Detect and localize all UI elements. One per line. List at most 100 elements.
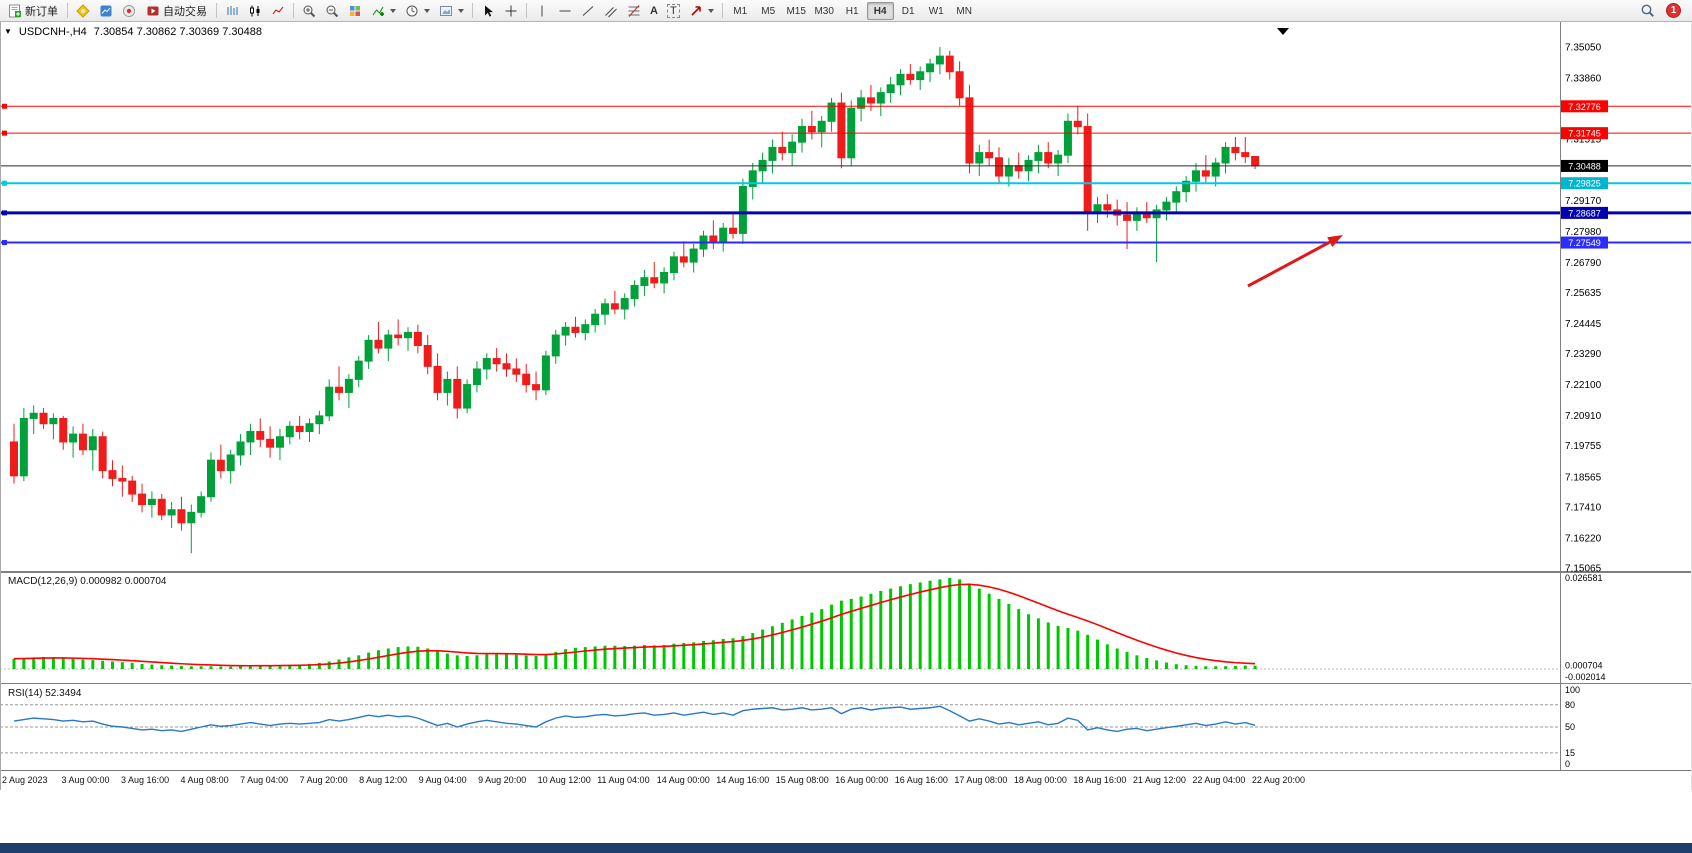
autotrading-button[interactable]: 自动交易 [141,1,212,20]
candle-body [59,417,68,443]
timeframe-w1[interactable]: W1 [928,5,944,17]
timeframe-mn[interactable]: MN [956,5,972,17]
timeframe-h1[interactable]: H1 [845,5,859,17]
price-tick-label: 7.35050 [1565,43,1602,54]
community-button[interactable] [118,1,140,20]
candle-body [167,509,176,516]
channel-button[interactable] [600,1,622,20]
crosshair-button[interactable] [500,1,522,20]
macd-panel-canvas[interactable]: 0.026581 0.000704-0.002014 [0,572,1692,684]
search-button[interactable] [1636,1,1659,20]
cursor-icon [485,5,493,17]
candle-body [1192,170,1200,182]
time-axis[interactable]: 2 Aug 2023 3 Aug 00:00 3 Aug 16:00 4 Aug 08… [0,770,1692,790]
chart-symbol-period: USDCNH-,H4 [18,26,87,38]
candle-body [1211,162,1220,177]
candle-body [778,146,787,154]
candle-body [551,334,560,357]
candle-body [1073,120,1082,128]
candle-body [788,141,797,154]
time-axis-label: 3 Aug 00:00 [61,775,110,785]
chevron-down-icon [458,8,464,13]
candle-body [256,431,265,440]
price-chart-canvas[interactable]: 7.35050 7.33860 7.31515 7.29170 7.27980 7.267… [0,22,1692,572]
candle-body [522,373,531,386]
candle-body [719,227,728,242]
candle-body [541,355,550,391]
price-tick-label: 7.19755 [1565,441,1602,452]
timeframe-m30[interactable]: M30 [814,5,834,17]
candle-body [98,436,107,472]
templates-button[interactable] [435,1,468,20]
trendline-button[interactable] [577,1,599,20]
candle-body [295,425,304,433]
rsi-line [13,705,1256,733]
candle-body [748,170,757,187]
market-watch-button[interactable] [95,1,117,20]
candle-body [571,326,580,333]
time-axis-label: 21 Aug 12:00 [1132,775,1186,785]
timeframe-d1[interactable]: D1 [901,5,915,17]
price-badge-label: 7.29825 [1568,179,1601,189]
candle-body [49,417,58,425]
candle-body [10,441,18,477]
label-tool-button[interactable]: T [663,1,684,20]
candle-body [482,358,491,370]
candle-body [285,425,294,438]
macd-scale-label: -0.002014 [1565,672,1606,682]
toolbar-separator [526,3,527,18]
timeframe-h4[interactable]: H4 [866,1,894,20]
time-axis-label: 22 Aug 04:00 [1192,775,1246,785]
candle-body [1182,180,1191,193]
indicators-icon [372,6,384,16]
metaeditor-icon [76,3,90,18]
fibonacci-button[interactable] [623,1,645,20]
arrow-tool-icon [691,5,701,16]
timeframe-m5[interactable]: M5 [761,5,776,17]
cursor-button[interactable] [477,1,499,20]
price-tick-label: 7.24445 [1565,319,1602,330]
text-tool-button[interactable]: A [646,1,662,20]
candle-body [463,384,472,409]
price-badge-label: 7.30488 [1568,161,1601,171]
time-axis-label: 18 Aug 16:00 [1073,775,1127,785]
candlestick-chart-button[interactable] [244,1,266,20]
candle-body [138,493,147,506]
vertical-line-button[interactable] [531,1,553,20]
candle-body [1034,152,1043,161]
candle-body [315,415,324,425]
horizontal-line-button[interactable] [554,1,576,20]
candle-body [1054,154,1063,164]
time-axis-label: 10 Aug 12:00 [537,775,591,785]
line-chart-button[interactable] [267,1,289,20]
price-tick-label: 7.22100 [1565,380,1602,391]
candle-body [837,102,846,159]
tile-windows-button[interactable] [344,1,366,20]
new-order-button[interactable]: 新订单 [3,1,63,20]
time-axis-label: 8 Aug 12:00 [359,775,408,785]
zoom-out-button[interactable] [321,1,343,20]
indicators-button[interactable] [367,1,400,20]
candle-body [630,285,639,300]
template-icon [440,5,452,16]
metaeditor-button[interactable] [72,1,94,20]
rsi-panel-canvas[interactable]: 100 80 50 150 [0,684,1692,770]
timeframe-m15[interactable]: M15 [786,5,806,17]
price-tick-label: 7.18565 [1565,472,1602,483]
candle-body [266,438,275,448]
periods-button[interactable] [401,1,434,20]
notification-badge[interactable]: 1 [1666,3,1681,18]
zoom-in-button[interactable] [298,1,320,20]
new-order-icon [9,4,21,17]
time-axis-label: 18 Aug 00:00 [1013,775,1067,785]
bar-chart-button[interactable] [221,1,243,20]
arrows-tool-button[interactable] [685,1,718,20]
candle-body [443,378,452,393]
candle-body [197,496,206,513]
timeframe-m1[interactable]: M1 [733,5,748,17]
candle-body [679,256,688,263]
candle-body [1172,191,1181,203]
candle-body [1231,146,1240,154]
autotrading-icon [147,6,159,15]
chart-menu-icon[interactable]: ▼ [4,27,12,36]
